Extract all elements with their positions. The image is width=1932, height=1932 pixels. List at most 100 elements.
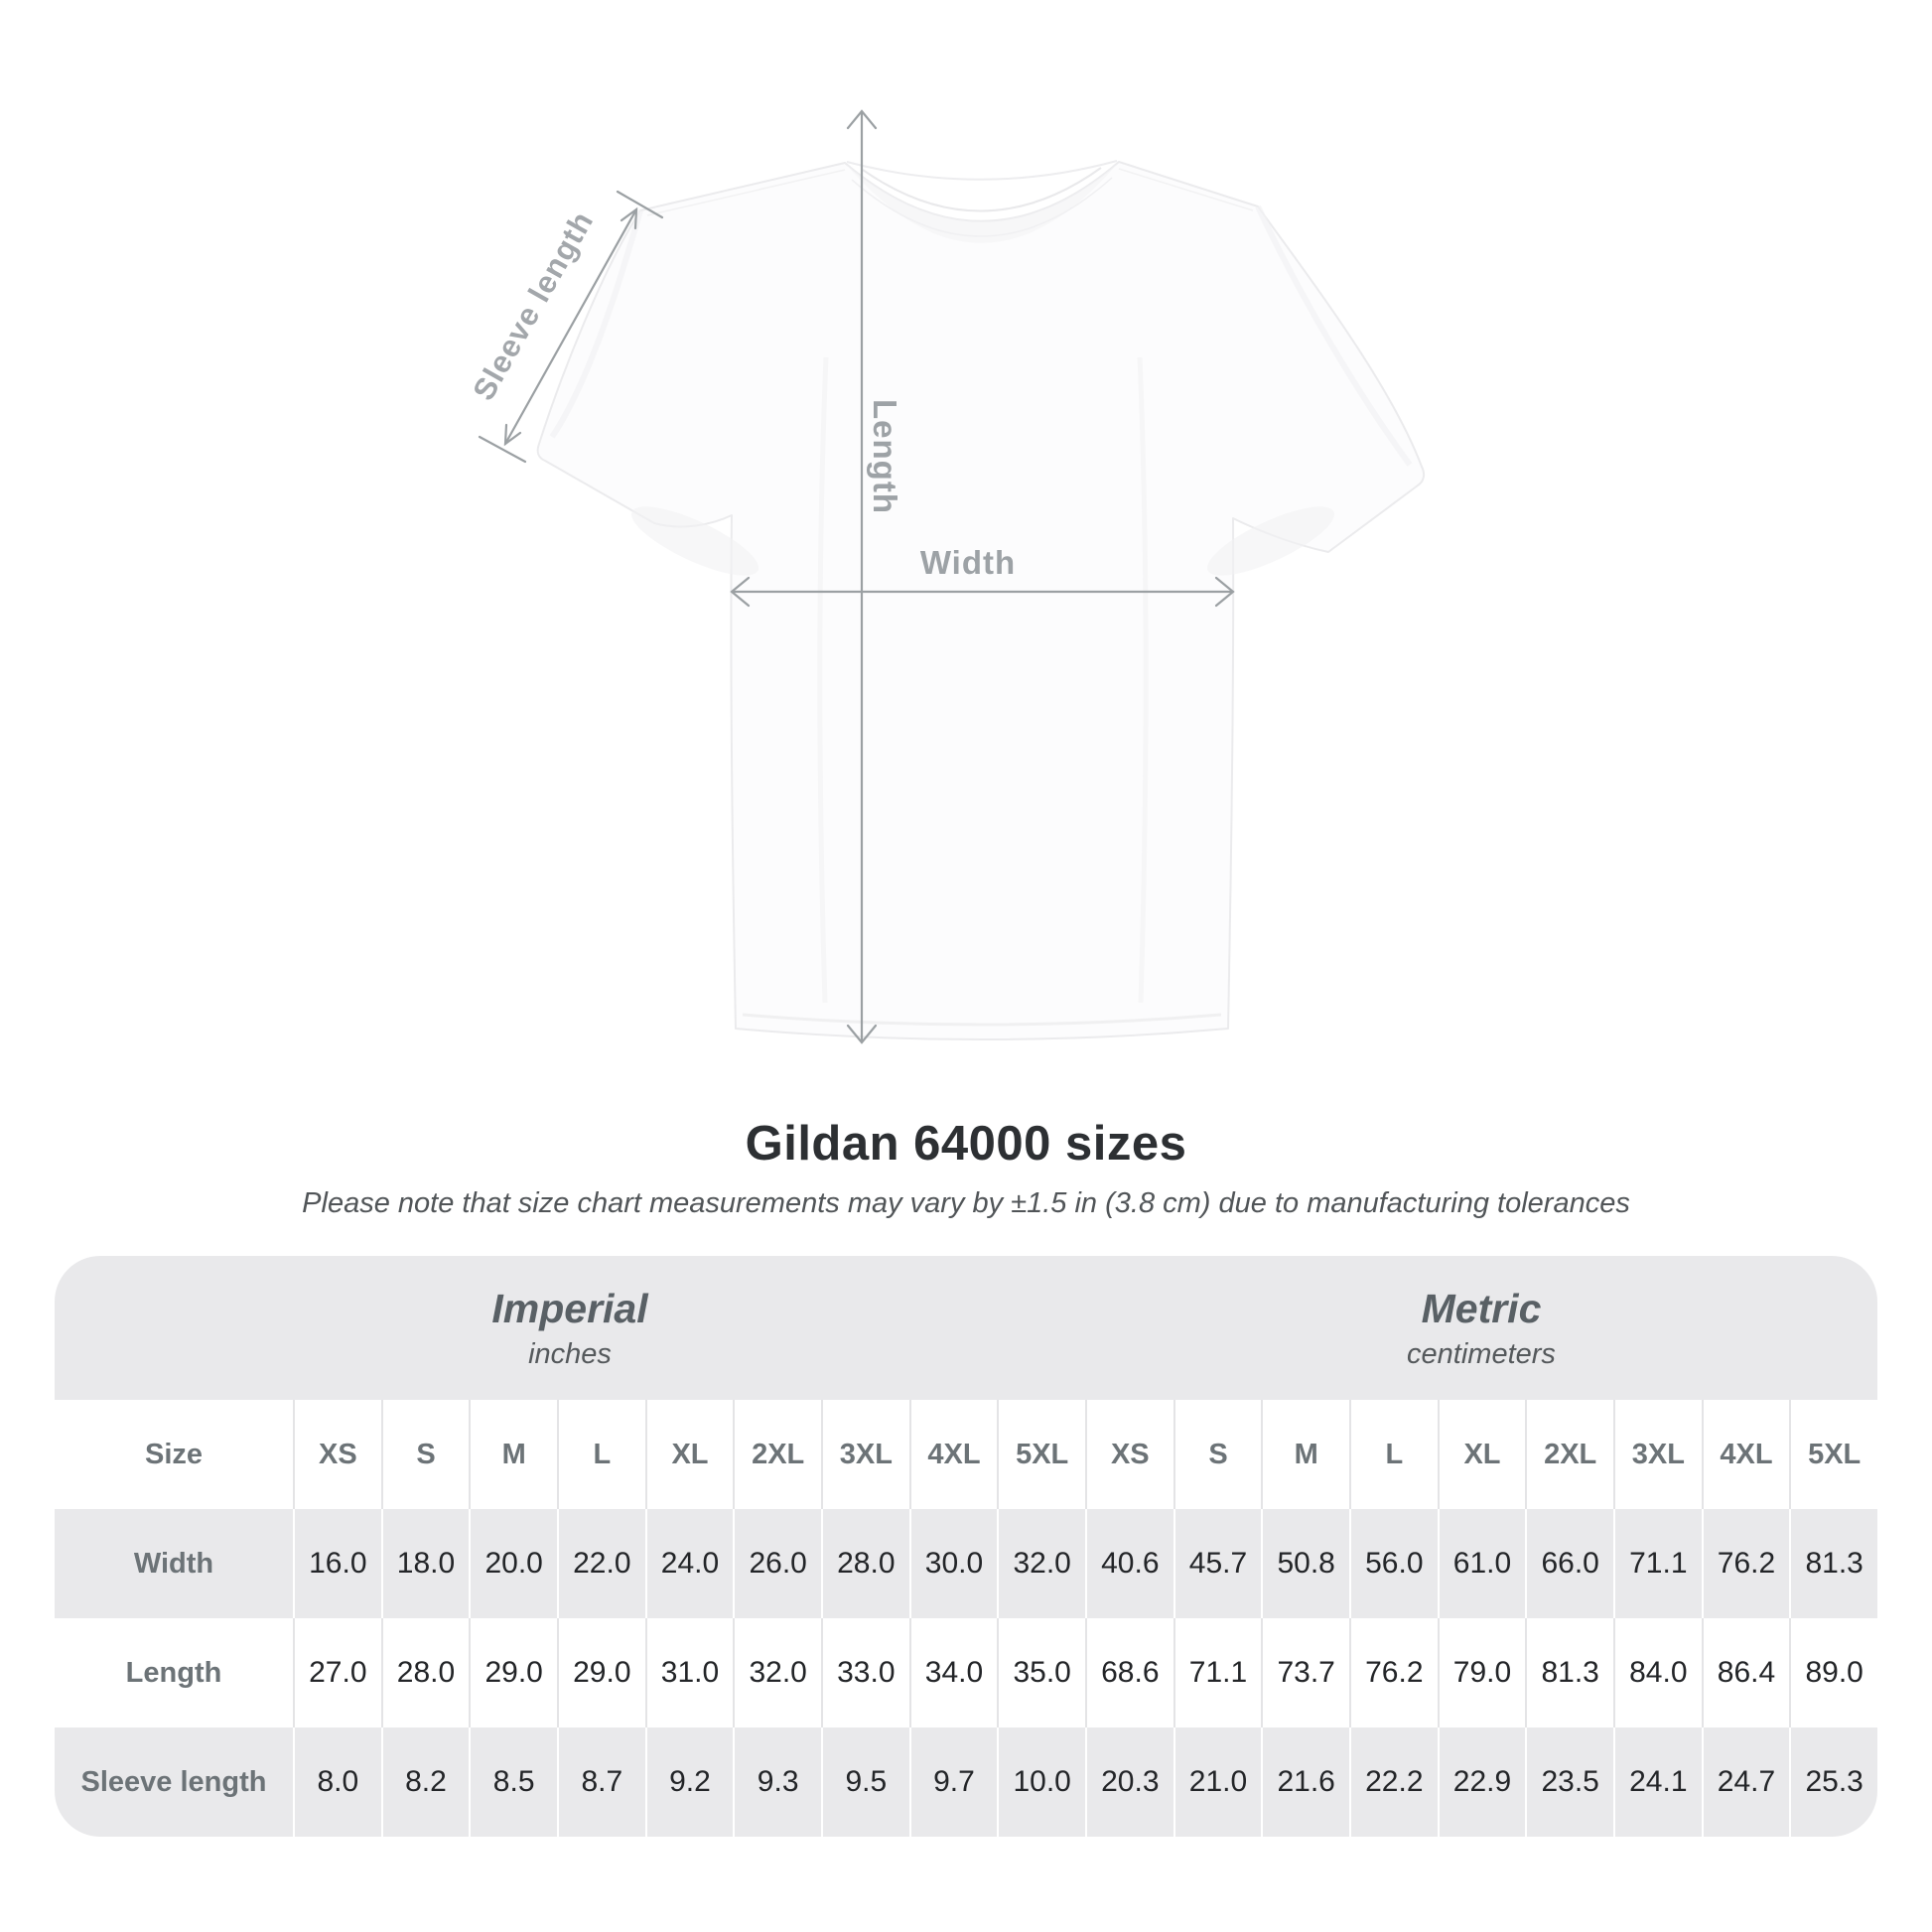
value-cell: 40.6 — [1084, 1509, 1173, 1618]
collar-inner-edge — [862, 167, 1102, 212]
size-col-header: S — [380, 1400, 470, 1509]
value-cell: 61.0 — [1437, 1509, 1526, 1618]
table-row: Length 27.0 28.0 29.0 29.0 31.0 32.0 33.0 34.0 35… — [55, 1618, 1877, 1727]
value-cell: 8.7 — [556, 1727, 645, 1837]
hem-shadow — [742, 1013, 1222, 1027]
value-cell: 24.1 — [1612, 1727, 1702, 1837]
right-sleeve-crease — [1255, 205, 1413, 467]
value-cell: 24.0 — [644, 1509, 734, 1618]
metric-title: Metric — [1421, 1285, 1542, 1331]
value-cell: 22.0 — [556, 1509, 645, 1618]
value-cell: 34.0 — [908, 1618, 998, 1727]
value-cell: 10.0 — [997, 1727, 1085, 1837]
left-shoulder-seam — [646, 169, 846, 216]
size-col-header: 5XL — [1789, 1400, 1877, 1509]
value-cell: 86.4 — [1701, 1618, 1790, 1727]
value-cell: 29.0 — [556, 1618, 645, 1727]
value-cell: 8.5 — [469, 1727, 557, 1837]
width-label: Width — [920, 544, 1016, 581]
size-col-header: 5XL — [997, 1400, 1085, 1509]
size-header-row: Size XS S M L XL 2XL 3XL 4XL 5XL XS S M L XL 2XL 3XL 4XL… — [55, 1400, 1877, 1509]
metric-subtitle: centimeters — [1407, 1337, 1556, 1370]
left-sleeve-crease — [549, 209, 643, 439]
length-label: Length — [867, 399, 903, 514]
size-col-header: 2XL — [1525, 1400, 1613, 1509]
collar-back-edge — [846, 160, 1118, 181]
size-table: Imperial inches Metric centimeters Size … — [55, 1256, 1877, 1837]
value-cell: 71.1 — [1173, 1618, 1262, 1727]
collar-stitch — [851, 177, 1113, 237]
size-col-header: M — [469, 1400, 557, 1509]
imperial-subtitle: inches — [528, 1337, 612, 1370]
collar-shadow — [845, 162, 1119, 243]
value-cell: 29.0 — [469, 1618, 557, 1727]
size-col-header: L — [1348, 1400, 1438, 1509]
right-underarm-shadow — [1206, 506, 1335, 576]
value-cell: 89.0 — [1789, 1618, 1877, 1727]
row-label: Width — [133, 1547, 214, 1580]
page-title: Gildan 64000 sizes — [745, 1117, 1187, 1171]
value-cell: 28.0 — [820, 1509, 909, 1618]
table-row: Sleeve length 8.0 8.2 8.5 8.7 9.2 9.3 9.5 9.7 10.… — [55, 1727, 1877, 1837]
value-cell: 21.0 — [1173, 1727, 1262, 1837]
tshirt-diagram: Sleeve length Length Width — [466, 109, 1426, 1044]
value-cell: 8.2 — [380, 1727, 470, 1837]
value-cell: 79.0 — [1437, 1618, 1526, 1727]
table-rows: Width 16.0 18.0 20.0 22.0 24.0 26.0 28.0 30.0 32.… — [55, 1509, 1877, 1837]
value-cell: 27.0 — [293, 1618, 381, 1727]
length-arrow — [846, 109, 878, 1044]
size-col-header: XL — [1437, 1400, 1526, 1509]
value-cell: 76.2 — [1348, 1618, 1438, 1727]
value-cell: 33.0 — [820, 1618, 909, 1727]
value-cell: 25.3 — [1789, 1727, 1877, 1837]
value-cell: 76.2 — [1701, 1509, 1790, 1618]
value-cell: 35.0 — [997, 1618, 1085, 1727]
size-col-header: XS — [293, 1400, 381, 1509]
size-col-header: 4XL — [1701, 1400, 1790, 1509]
left-underarm-shadow — [630, 506, 759, 576]
imperial-header: Imperial inches — [55, 1256, 1085, 1400]
row-label: Length — [125, 1656, 222, 1689]
size-col-header: XS — [1084, 1400, 1173, 1509]
value-cell: 45.7 — [1173, 1509, 1262, 1618]
value-cell: 20.3 — [1084, 1727, 1173, 1837]
tshirt-measurement-figure: Sleeve length Length Width — [466, 109, 1426, 1044]
value-cell: 68.6 — [1084, 1618, 1173, 1727]
size-col-header: 4XL — [908, 1400, 998, 1509]
table-row: Width 16.0 18.0 20.0 22.0 24.0 26.0 28.0 30.0 32.… — [55, 1509, 1877, 1618]
size-corner-label: Size — [144, 1438, 204, 1470]
value-cell: 32.0 — [733, 1618, 821, 1727]
size-col-header: S — [1173, 1400, 1262, 1509]
value-cell: 9.5 — [820, 1727, 909, 1837]
size-col-header: 2XL — [733, 1400, 821, 1509]
value-cell: 30.0 — [908, 1509, 998, 1618]
value-cell: 31.0 — [644, 1618, 734, 1727]
width-arrow — [730, 576, 1235, 608]
size-col-header: M — [1261, 1400, 1349, 1509]
size-col-header: 3XL — [1612, 1400, 1702, 1509]
size-col-header: 3XL — [820, 1400, 909, 1509]
body-fold-left — [817, 356, 829, 1004]
value-cell: 50.8 — [1261, 1509, 1349, 1618]
value-cell: 22.9 — [1437, 1727, 1526, 1837]
unit-header-band: Imperial inches Metric centimeters — [55, 1256, 1877, 1400]
size-col-header: L — [556, 1400, 645, 1509]
right-shoulder-seam — [1118, 168, 1254, 211]
value-cell: 81.3 — [1789, 1509, 1877, 1618]
tolerance-note: Please note that size chart measurements… — [302, 1187, 1630, 1219]
value-cell: 81.3 — [1525, 1618, 1613, 1727]
value-cell: 16.0 — [293, 1509, 381, 1618]
metric-header: Metric centimeters — [1085, 1256, 1877, 1400]
sleeve-length-arrow — [478, 190, 664, 464]
value-cell: 9.3 — [733, 1727, 821, 1837]
value-cell: 9.2 — [644, 1727, 734, 1837]
value-cell: 21.6 — [1261, 1727, 1349, 1837]
value-cell: 9.7 — [908, 1727, 998, 1837]
value-cell: 66.0 — [1525, 1509, 1613, 1618]
value-cell: 8.0 — [293, 1727, 381, 1837]
imperial-title: Imperial — [491, 1285, 648, 1331]
value-cell: 84.0 — [1612, 1618, 1702, 1727]
row-label: Sleeve length — [80, 1765, 267, 1798]
tshirt-graphic — [536, 161, 1426, 1040]
